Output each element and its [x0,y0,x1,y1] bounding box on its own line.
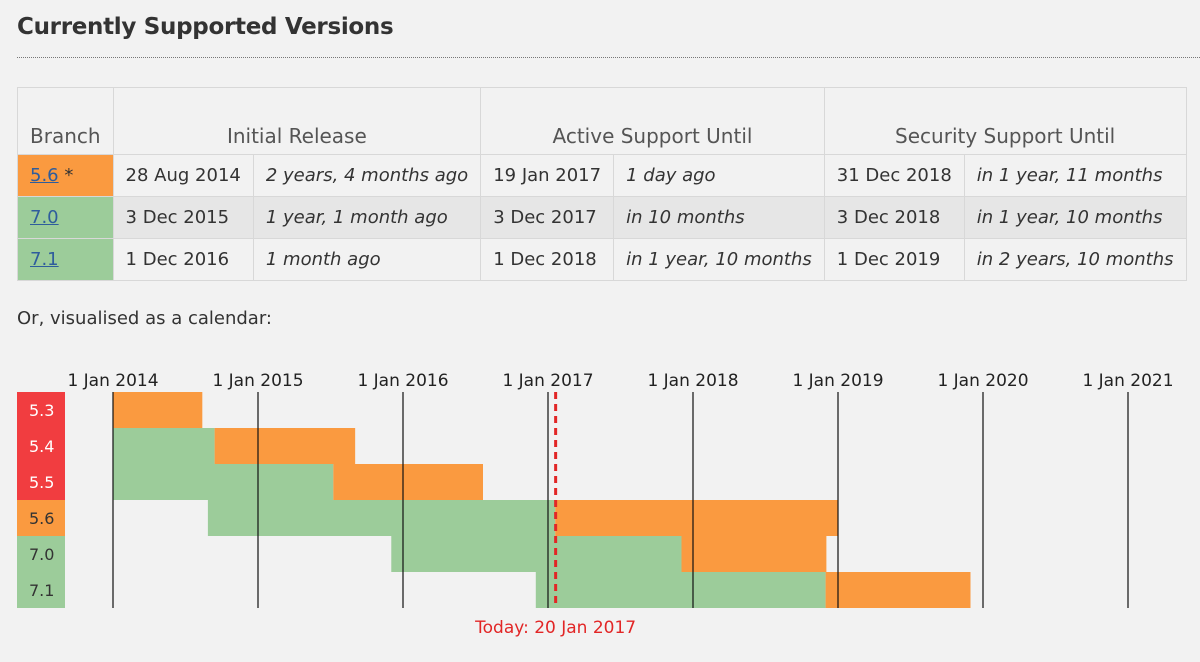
active-support-bar [113,428,215,464]
active-support-bar [113,464,334,500]
versions-table: Branch Initial Release Active Support Un… [17,87,1187,281]
year-label: 1 Jan 2020 [937,371,1028,391]
release-date: 28 Aug 2014 [112,154,254,197]
branch-suffix: * [58,165,74,186]
today-label: Today: 20 Jan 2017 [474,618,636,638]
security-support-bar [333,464,483,500]
security-relative: in 1 year, 10 months [963,196,1187,239]
security-support-bar [681,536,827,572]
branch-cell: 7.1 [17,238,114,281]
release-relative: 2 years, 4 months ago [252,154,482,197]
branch-label-cell [17,464,65,500]
calendar-row-bg [65,392,1148,428]
active-relative: in 10 months [613,196,825,239]
heading-divider [17,57,1200,58]
branch-label: 5.3 [29,401,54,420]
support-calendar: 1 Jan 2014 1 Jan 2015 1 Jan 2016 1 Jan 2017… [17,371,1174,638]
year-label: 1 Jan 2016 [357,371,448,391]
security-relative: in 2 years, 10 months [963,238,1187,281]
active-support-bar [535,572,826,608]
release-date: 1 Dec 2016 [112,238,254,281]
security-date: 3 Dec 2018 [823,196,965,239]
branch-cell: 5.6 * [17,154,114,197]
security-support-bar [555,500,838,536]
table-header-row: Branch Initial Release Active Support Un… [17,87,1187,155]
branch-label-cell [17,536,65,572]
header-initial-release: Initial Release [112,87,482,155]
branch-label-cell [17,428,65,464]
calendar-caption: Or, visualised as a calendar: [17,308,272,329]
active-support-bar [207,500,556,536]
year-label: 1 Jan 2017 [502,371,593,391]
active-date: 1 Dec 2018 [480,238,615,281]
release-relative: 1 year, 1 month ago [252,196,482,239]
active-relative: 1 day ago [613,154,825,197]
table-row: 5.6 * 28 Aug 2014 2 years, 4 months ago … [17,154,1187,197]
release-date: 3 Dec 2015 [112,196,254,239]
branch-cell: 7.0 [17,196,114,239]
header-branch: Branch [17,87,114,155]
branch-link-7-1[interactable]: 7.1 [30,249,59,270]
branch-link-5-6[interactable]: 5.6 [30,165,59,186]
branch-link-7-0[interactable]: 7.0 [30,207,59,228]
year-label: 1 Jan 2019 [792,371,883,391]
branch-label: 7.1 [29,581,54,600]
security-relative: in 1 year, 11 months [963,154,1187,197]
security-support-bar [214,428,356,464]
branch-label: 5.5 [29,473,54,492]
active-date: 19 Jan 2017 [480,154,615,197]
branch-label: 7.0 [29,545,54,564]
active-support-bar [391,536,682,572]
year-label: 1 Jan 2015 [212,371,303,391]
branch-label-cell [17,572,65,608]
table-row: 7.0 3 Dec 2015 1 year, 1 month ago 3 Dec… [17,196,1187,239]
branch-label-cell [17,500,65,536]
security-support-bar [825,572,971,608]
active-relative: in 1 year, 10 months [613,238,825,281]
branch-label: 5.4 [29,437,54,456]
page-title: Currently Supported Versions [17,14,394,40]
branch-label: 5.6 [29,509,54,528]
security-support-bar [113,392,203,428]
header-active-support: Active Support Until [480,87,825,155]
branch-label-cell [17,392,65,428]
security-date: 1 Dec 2019 [823,238,965,281]
header-security-support: Security Support Until [823,87,1187,155]
year-label: 1 Jan 2014 [67,371,158,391]
year-label: 1 Jan 2021 [1082,371,1173,391]
active-date: 3 Dec 2017 [480,196,615,239]
security-date: 31 Dec 2018 [823,154,965,197]
table-row: 7.1 1 Dec 2016 1 month ago 1 Dec 2018 in… [17,238,1187,281]
year-label: 1 Jan 2018 [647,371,738,391]
release-relative: 1 month ago [252,238,482,281]
